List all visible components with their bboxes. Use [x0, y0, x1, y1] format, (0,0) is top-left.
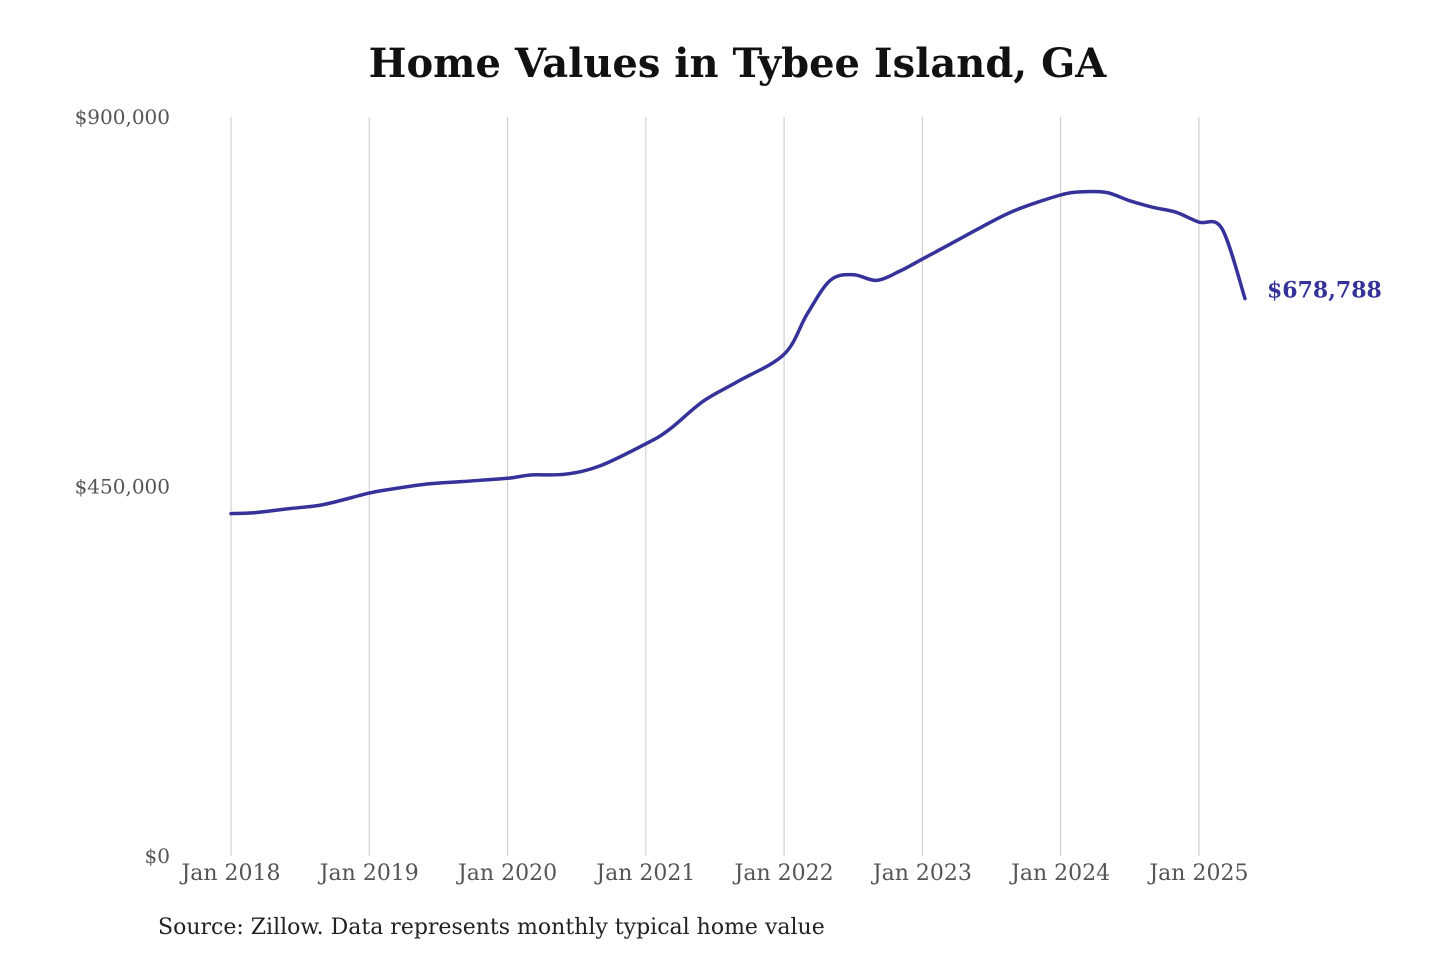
x-tick-label-0: Jan 2018 [179, 861, 280, 886]
y-tick-label-2: $900,000 [75, 105, 170, 129]
x-axis-labels: Jan 2018 Jan 2019 Jan 2020 Jan 2021 Jan 2022… [179, 861, 1248, 886]
chart-title: Home Values in Tybee Island, GA [368, 40, 1107, 87]
series-lines [229, 189, 1247, 516]
source-note: Source: Zillow. Data represents monthly … [158, 915, 825, 940]
x-tick-label-7: Jan 2025 [1147, 861, 1248, 886]
x-tick-label-4: Jan 2022 [733, 861, 834, 886]
x-tick-label-1: Jan 2019 [318, 861, 419, 886]
x-tick-label-5: Jan 2023 [871, 861, 972, 886]
series-line-0 [229, 189, 1247, 516]
end-value-label-group: $678,788 [1267, 278, 1382, 304]
x-tick-label-6: Jan 2024 [1009, 861, 1110, 886]
vertical-gridlines [230, 117, 1200, 856]
y-tick-label-0: $0 [145, 844, 170, 868]
end-value-label: $678,788 [1267, 278, 1382, 304]
x-tick-label-3: Jan 2021 [594, 861, 695, 886]
y-axis-labels: $0 $450,000 $900,000 [75, 105, 170, 868]
y-tick-label-1: $450,000 [75, 475, 170, 499]
x-tick-label-2: Jan 2020 [456, 861, 557, 886]
